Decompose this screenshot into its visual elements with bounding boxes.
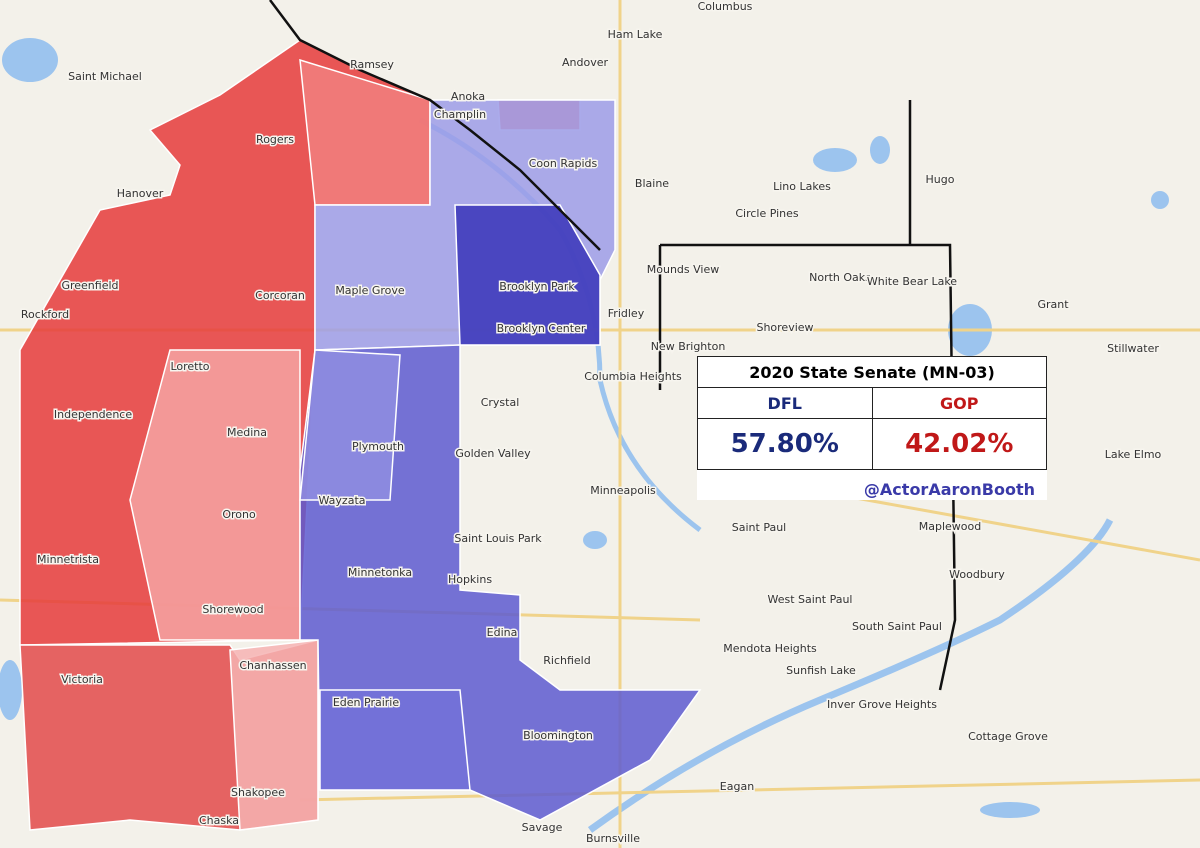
place-label: Brooklyn Park (499, 280, 575, 293)
results-table: 2020 State Senate (MN-03) DFL GOP 57.80%… (697, 356, 1047, 470)
place-label: Mendota Heights (723, 642, 817, 655)
place-label: Shakopee (231, 786, 285, 799)
place-label: Ham Lake (608, 28, 663, 41)
place-label: White Bear Lake (867, 275, 957, 288)
districts (19, 39, 702, 831)
place-label: Lino Lakes (773, 180, 831, 193)
value-dfl: 57.80% (697, 418, 873, 470)
place-label: Andover (562, 56, 608, 69)
place-label: Corcoran (255, 289, 305, 302)
place-label: Chanhassen (239, 659, 306, 672)
place-label: Mounds View (647, 263, 719, 276)
place-label: Fridley (608, 307, 645, 320)
place-label: Bloomington (523, 729, 593, 742)
place-label: Rockford (21, 308, 69, 321)
place-label: Blaine (635, 177, 669, 190)
place-label: Saint Paul (732, 521, 786, 534)
place-label: Medina (227, 426, 267, 439)
place-label: Edina (487, 626, 518, 639)
place-label: Columbia Heights (584, 370, 682, 383)
place-label: Ramsey (350, 58, 394, 71)
place-label: Saint Louis Park (454, 532, 542, 545)
place-label: Inver Grove Heights (827, 698, 937, 711)
place-label: West Saint Paul (767, 593, 852, 606)
place-label: Orono (222, 508, 256, 521)
place-label: Independence (54, 408, 132, 421)
place-label: Maplewood (919, 520, 981, 533)
place-label: Hopkins (448, 573, 492, 586)
place-label: Eden Prairie (333, 696, 400, 709)
place-label: North Oaks (809, 271, 871, 284)
place-label: Sunfish Lake (786, 664, 856, 677)
place-label: Woodbury (949, 568, 1005, 581)
place-label: Champlin (434, 108, 486, 121)
place-label: Minneapolis (590, 484, 656, 497)
place-label: Wayzata (319, 494, 366, 507)
header-dfl: DFL (697, 387, 873, 419)
place-label: Greenfield (61, 279, 118, 292)
place-label: Golden Valley (455, 447, 531, 460)
place-label: Brooklyn Center (497, 322, 586, 335)
place-label: Cottage Grove (968, 730, 1048, 743)
place-label: Minnetonka (348, 566, 412, 579)
place-label: Hanover (117, 187, 164, 200)
place-label: Anoka (451, 90, 485, 103)
table-title: 2020 State Senate (MN-03) (697, 356, 1047, 388)
lakes (0, 38, 1169, 818)
river (587, 518, 1114, 833)
place-label: Richfield (543, 654, 590, 667)
credit: @ActorAaronBooth (863, 480, 1035, 499)
place-label: Saint Michael (68, 70, 142, 83)
place-label: Stillwater (1107, 342, 1159, 355)
place-label: Chaska (199, 814, 239, 827)
header-gop: GOP (871, 387, 1047, 419)
place-label: Crystal (481, 396, 520, 409)
place-label: Minnetrista (37, 553, 99, 566)
place-labels: Columbus Ham Lake Andover Ramsey Saint Micha… (19, 0, 1163, 847)
place-label: Eagan (720, 780, 754, 793)
place-label: Victoria (61, 673, 103, 686)
place-label: Columbus (698, 0, 753, 13)
place-label: Coon Rapids (529, 157, 598, 170)
place-label: Savage (522, 821, 563, 834)
place-label: Hugo (926, 173, 955, 186)
place-label: Maple Grove (335, 284, 405, 297)
place-label: Lake Elmo (1105, 448, 1162, 461)
value-gop: 42.02% (871, 418, 1047, 470)
place-label: Plymouth (352, 440, 404, 453)
place-label: Loretto (170, 360, 209, 373)
results-box: 2020 State Senate (MN-03) DFL GOP 57.80%… (697, 356, 1047, 500)
place-label: New Brighton (651, 340, 726, 353)
place-label: South Saint Paul (852, 620, 942, 633)
place-label: Grant (1037, 298, 1069, 311)
place-label: Burnsville (586, 832, 640, 845)
place-label: Rogers (256, 133, 294, 146)
place-label: Circle Pines (735, 207, 799, 220)
place-label: Shoreview (756, 321, 813, 334)
place-label: Shorewood (202, 603, 263, 616)
